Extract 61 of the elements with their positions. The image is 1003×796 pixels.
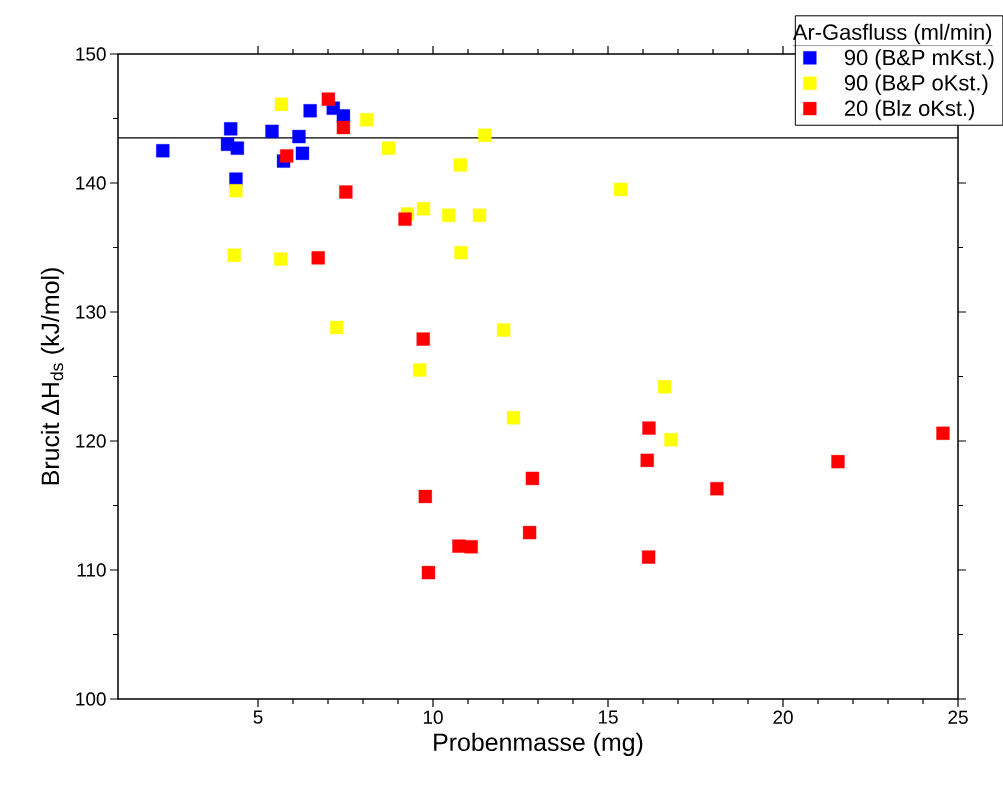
point — [274, 97, 289, 111]
point — [381, 141, 396, 155]
point — [274, 252, 288, 266]
point — [478, 128, 492, 142]
point — [506, 411, 521, 425]
point — [710, 482, 724, 496]
text: 90 (B&P mKst.) — [844, 49, 994, 70]
point — [339, 185, 353, 199]
x-tick-label: 15 — [598, 710, 618, 724]
y-tick-label: 150 — [76, 47, 106, 61]
point — [265, 124, 279, 139]
point — [936, 426, 950, 440]
point — [454, 246, 468, 260]
point — [156, 144, 170, 158]
point — [280, 149, 294, 163]
point — [613, 182, 628, 197]
point — [311, 251, 325, 265]
point — [398, 212, 412, 226]
point — [472, 208, 487, 222]
point — [413, 363, 427, 377]
point — [525, 471, 540, 486]
point — [360, 113, 374, 127]
legend-label: 90 (B&P oKst.) — [844, 74, 988, 95]
point — [453, 158, 467, 172]
point — [421, 565, 436, 580]
y-tick-label: 140 — [76, 176, 106, 190]
legend-label: 20 (Blz oKst.) — [844, 99, 975, 121]
y-tick-label: 100 — [76, 692, 106, 706]
y-tick-label: 130 — [76, 305, 106, 319]
point — [229, 184, 243, 198]
point — [640, 453, 654, 467]
point — [336, 120, 351, 135]
x-tick-label: 20 — [773, 710, 793, 724]
point — [295, 146, 310, 160]
point — [303, 104, 317, 118]
point — [330, 320, 344, 335]
point — [641, 550, 656, 564]
y-axis-title: Brucit ΔH$_{ds}$ (kJ/mol) — [40, 268, 65, 485]
point — [292, 129, 306, 144]
point — [227, 248, 241, 262]
point — [224, 122, 238, 136]
point — [642, 421, 656, 435]
point — [664, 433, 678, 447]
y-tick-label: 120 — [76, 434, 106, 448]
point — [230, 141, 244, 155]
point — [452, 539, 466, 553]
point — [831, 454, 845, 469]
point — [418, 489, 432, 504]
x-axis-title: Probenmasse (mg) — [434, 732, 643, 756]
y-tick-label: 110 — [77, 563, 106, 577]
point — [442, 208, 456, 222]
point — [416, 332, 430, 346]
x-tick-label: 10 — [423, 710, 443, 724]
point — [416, 202, 431, 216]
point — [658, 380, 672, 394]
point — [522, 525, 537, 540]
point — [497, 323, 511, 337]
point — [321, 92, 336, 106]
point — [464, 540, 478, 554]
x-tick-label: 5 — [253, 710, 263, 724]
x-tick-label: 25 — [948, 710, 968, 724]
